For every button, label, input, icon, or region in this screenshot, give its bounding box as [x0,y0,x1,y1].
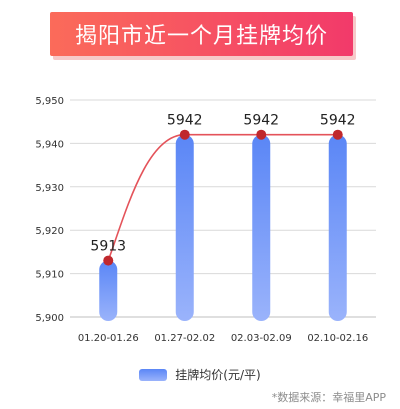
bar [252,134,271,321]
x-tick-label: 02.10-02.16 [307,333,368,344]
bar [175,134,194,321]
data-label: 5942 [167,113,203,129]
data-label: 5913 [90,239,126,255]
bar [328,134,347,321]
legend-swatch [139,368,168,381]
line-point [179,129,190,140]
bar-line-chart: 5,900 5,910 5,920 5,930 5,940 5,950 01.20-01.2… [35,96,376,344]
chart-title: 揭阳市近一个月挂牌均价 [74,24,328,49]
x-tick-label: 01.27-02.02 [154,333,215,344]
x-tick-label: 01.20-01.26 [78,333,139,344]
bar [99,260,118,321]
y-tick-label: 5,920 [35,226,64,237]
title-banner: 揭阳市近一个月挂牌均价 [50,12,353,56]
legend: 挂牌均价(元/平) [0,366,400,383]
y-tick-label: 5,910 [35,270,64,281]
data-source-note: *数据来源：幸福里APP [271,391,386,404]
line-point [332,129,343,140]
y-tick-label: 5,940 [35,139,64,150]
data-label: 5942 [320,113,356,129]
y-tick-label: 5,950 [35,96,64,107]
legend-label: 挂牌均价(元/平) [175,368,261,382]
line-point [256,129,267,140]
y-tick-label: 5,900 [35,313,64,324]
trend-line [107,133,338,261]
x-tick-label: 02.03-02.09 [231,333,292,344]
data-label: 5942 [243,113,279,129]
line-point [103,255,114,266]
y-tick-label: 5,930 [35,183,64,194]
